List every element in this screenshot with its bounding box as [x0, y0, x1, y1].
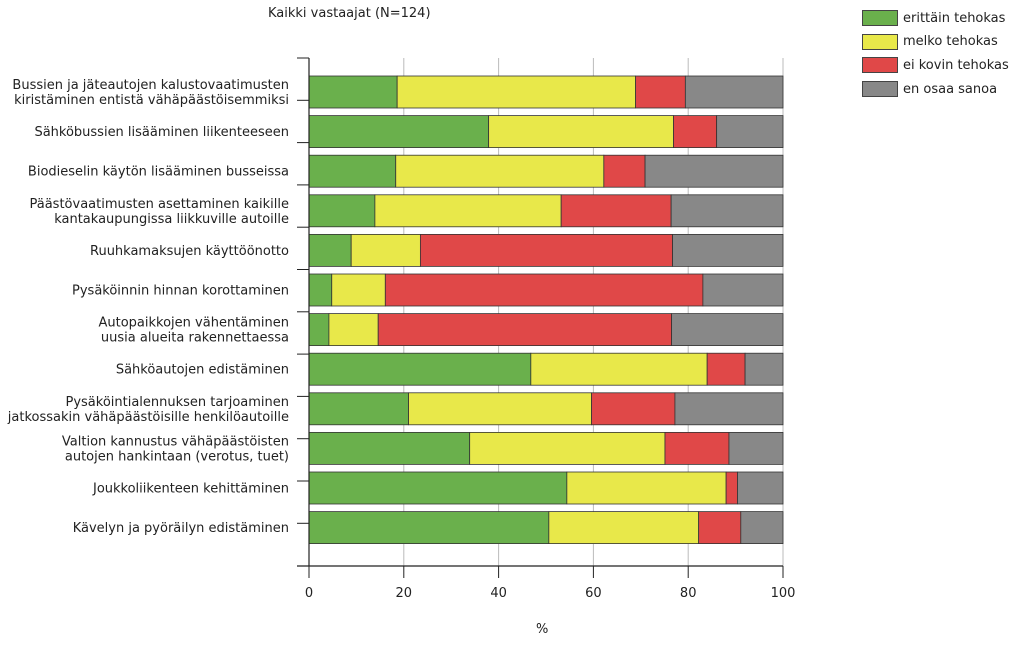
legend-swatch [862, 10, 898, 26]
bar-segment [350, 233, 421, 267]
bars [308, 75, 784, 545]
bar-segment [374, 194, 562, 228]
bar-segment [635, 75, 686, 109]
bar-segment [377, 313, 673, 347]
category-labels: Bussien ja jäteautojen kalustovaatimuste… [7, 78, 289, 536]
category-label: Joukkoliikenteen kehittäminen [92, 482, 289, 497]
legend: erittäin tehokas melko tehokas ei kovin te… [862, 8, 1009, 103]
legend-item: erittäin tehokas [862, 8, 1009, 28]
bar-segment [308, 115, 490, 148]
bar-segment [671, 313, 784, 347]
bar-segment [331, 273, 386, 307]
bar-segment [716, 115, 784, 148]
bar-segment [702, 273, 784, 307]
bar-segment [548, 511, 700, 545]
bar-segment [566, 471, 727, 505]
x-axis-label: % [536, 622, 549, 637]
bar-segment [308, 194, 376, 228]
bar-segment [408, 392, 592, 426]
legend-swatch [862, 81, 898, 98]
bar-segment [469, 431, 666, 465]
category-label: Kävelyn ja pyöräilyn edistäminen [73, 521, 289, 536]
bar-segment [308, 352, 532, 386]
category-label: Valtion kannustus vähäpäästöisten autojen… [62, 434, 289, 464]
bar-segment [308, 431, 471, 465]
bar-segment [308, 273, 333, 307]
bar-segment [488, 115, 674, 148]
legend-swatch [862, 57, 898, 74]
x-tick-label: 80 [680, 586, 697, 601]
bar-segment [591, 392, 676, 426]
x-tick-label: 40 [490, 586, 507, 601]
x-tick-label: 20 [396, 586, 413, 601]
category-label: Sähköautojen edistäminen [116, 363, 289, 378]
bar-segment [603, 154, 646, 188]
bar-segment [670, 194, 784, 228]
legend-item: melko tehokas [862, 32, 1009, 52]
legend-label: erittäin tehokas [903, 10, 1006, 26]
bar-segment [684, 75, 784, 109]
bar-segment [384, 273, 704, 307]
category-label: Autopaikkojen vähentäminen uusia alueita … [99, 316, 290, 346]
bar-segment [530, 352, 708, 386]
bar-segment [308, 233, 352, 267]
bar-segment [698, 511, 742, 545]
category-label: Bussien ja jäteautojen kalustovaatimuste… [12, 78, 289, 108]
bar-segment [664, 431, 730, 465]
legend-label: melko tehokas [903, 34, 998, 50]
bar-segment [396, 75, 636, 109]
bar-segment [674, 392, 784, 426]
bar-segment [308, 511, 550, 545]
legend-item: ei kovin tehokas [862, 55, 1009, 75]
bar-segment [308, 75, 398, 109]
bar-segment [560, 194, 672, 228]
bar-segment [673, 115, 718, 148]
category-label: Sähköbussien lisääminen liikenteeseen [34, 125, 289, 140]
legend-label: en osaa sanoa [903, 81, 998, 97]
category-label: Päästövaatimusten asettaminen kaikille ka… [29, 197, 289, 227]
bar-segment [744, 352, 784, 386]
bar-segment [308, 313, 330, 347]
legend-swatch [862, 33, 898, 50]
bar-segment [644, 154, 784, 188]
bar-segment [737, 471, 784, 505]
bar-segment [328, 313, 379, 347]
bar-segment [672, 233, 784, 267]
bar-segment [725, 471, 738, 505]
bar-segment [706, 352, 746, 386]
category-label: Pysäköinnin hinnan korottaminen [72, 284, 289, 299]
legend-item: en osaa sanoa [862, 79, 1009, 99]
x-tick-label: 0 [305, 586, 313, 601]
bar-segment [308, 471, 568, 505]
category-label: Biodieselin käytön lisääminen busseissa [28, 165, 289, 180]
chart-title: Kaikki vastaajat (N=124) [268, 6, 431, 21]
x-tick-label: 60 [585, 586, 602, 601]
bar-segment [395, 154, 605, 188]
bar-segment [740, 511, 784, 545]
bar-segment [419, 233, 673, 267]
axes: 0 20 40 60 80 100 [297, 57, 796, 601]
category-label: Ruuhkamaksujen käyttöönotto [90, 244, 289, 259]
bar-segment [308, 392, 409, 426]
bar-segment [728, 431, 784, 465]
legend-label: ei kovin tehokas [903, 57, 1009, 73]
category-label: Pysäköintialennuksen tarjoaminen jatkossa… [7, 395, 289, 425]
bar-segment [308, 154, 397, 188]
x-tick-label: 100 [771, 586, 796, 601]
